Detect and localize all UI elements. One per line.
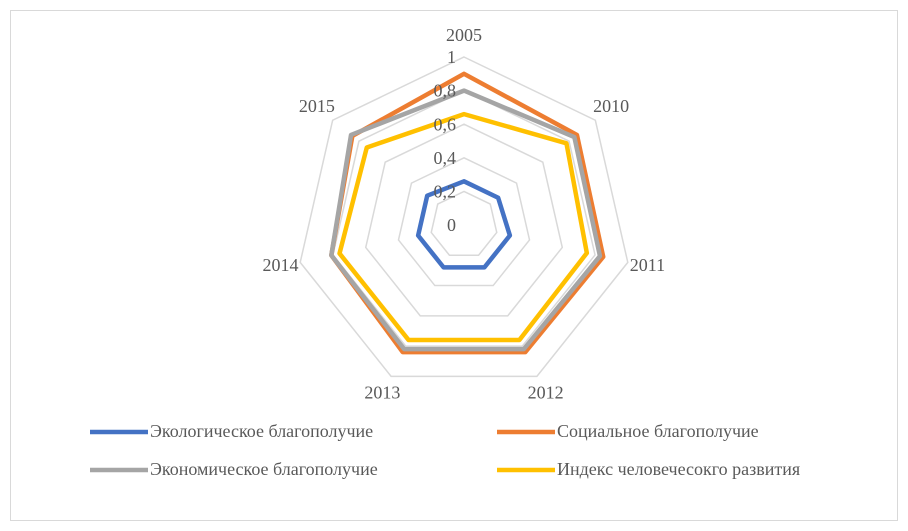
grid-ring	[430, 190, 498, 257]
grid-ring	[299, 56, 629, 378]
axis-label: 2012	[528, 383, 564, 403]
legend-label: Экологическое благополучие	[150, 421, 373, 441]
tick-label: 0,4	[434, 148, 457, 168]
axis-label: 2013	[364, 383, 400, 403]
tick-label: 0,6	[434, 114, 457, 134]
axis-label: 2011	[630, 255, 665, 275]
grid-ring	[364, 123, 564, 317]
tick-label: 1	[447, 47, 456, 67]
grid-ring	[332, 89, 596, 347]
grid-ring	[397, 156, 531, 287]
tick-label: 0	[447, 215, 456, 235]
legend-label: Индекс человечесокго развития	[557, 459, 800, 479]
tick-label: 0,8	[434, 81, 457, 101]
axis-label: 2014	[263, 255, 299, 275]
legend-label: Экономическое благополучие	[150, 459, 378, 479]
axis-label: 2010	[593, 96, 629, 116]
legend-label: Социальное благополучие	[557, 421, 759, 441]
tick-label: 0,2	[434, 182, 457, 202]
series-line	[329, 88, 603, 352]
axis-label: 2015	[299, 96, 335, 116]
series-line	[337, 111, 590, 343]
axis-label: 2005	[446, 25, 482, 45]
series-line	[415, 179, 513, 270]
